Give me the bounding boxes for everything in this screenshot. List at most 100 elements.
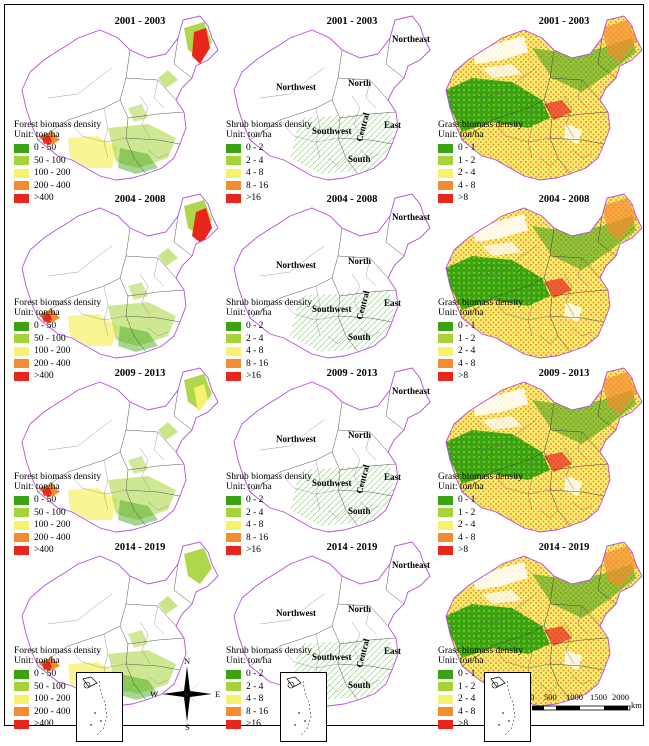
legend-swatch	[438, 508, 453, 518]
period-title: 2004 - 2008	[538, 194, 590, 205]
legend-swatch	[226, 682, 241, 692]
scale-tick-label: 1500	[590, 692, 607, 702]
legend-swatch	[14, 371, 29, 381]
legend-title: Shrub biomass density	[226, 472, 313, 482]
legend-title: Grass biomass density	[438, 472, 523, 482]
legend-unit: Unit: ton/ha	[438, 308, 484, 318]
legend-swatch	[438, 669, 453, 679]
legend-row: 4 - 8	[226, 519, 346, 532]
legend-row: 0 - 50	[14, 142, 134, 155]
legend-row: >16	[226, 544, 346, 557]
region-label-northeast: Northeast	[392, 212, 430, 222]
region-label-southwest: Southwest	[312, 652, 352, 662]
region-label-north: North	[348, 430, 371, 440]
forest-map-graphic	[21, 15, 219, 181]
legend-row: >8	[438, 370, 558, 383]
legend-swatch	[438, 156, 453, 166]
legend-label: >400	[34, 371, 54, 382]
period-title: 2004 - 2008	[326, 194, 378, 205]
region-label-north: North	[348, 604, 371, 614]
compass-w: W	[150, 689, 159, 699]
legend-swatch	[14, 495, 29, 505]
legend-swatch	[14, 533, 29, 543]
legend-row: 8 - 16	[226, 358, 346, 371]
legend-swatch	[14, 346, 29, 356]
shrub-map-graphic	[233, 193, 431, 359]
shrub-map-2014-2019: 2014 - 2019 Northeast Northwest North So…	[220, 534, 432, 742]
legend-row: 4 - 8	[226, 693, 346, 706]
inset-map-graphic	[490, 676, 516, 736]
region-label-southwest: Southwest	[312, 478, 352, 488]
shrub-map-2009-2013: 2009 - 2013 Northeast Northwest North So…	[220, 360, 432, 555]
legend-swatch	[226, 359, 241, 369]
scale-tick-label: 2000	[612, 692, 629, 702]
region-label-northeast: Northeast	[392, 386, 430, 396]
legend-row: >16	[226, 192, 346, 205]
legend-row: 2 - 4	[226, 333, 346, 346]
region-label-northwest: Northwest	[276, 260, 316, 270]
legend-swatch	[226, 495, 241, 505]
legend-swatch	[226, 181, 241, 191]
legend-swatch	[438, 168, 453, 178]
legend-swatch	[14, 707, 29, 717]
legend-label: 2 - 4	[246, 333, 264, 344]
grass-map-2009-2013: 2009 - 2013 Grass biomass density Unit: …	[432, 360, 644, 555]
region-label-south: South	[348, 332, 371, 342]
legend-row: 0 - 2	[226, 142, 346, 155]
legend-label: 4 - 8	[458, 180, 476, 191]
legend-row: 2 - 4	[438, 345, 558, 358]
legend-row: >400	[14, 544, 134, 557]
legend-row: 100 - 200	[14, 167, 134, 180]
legend-label: >8	[458, 545, 469, 556]
legend-swatch	[14, 334, 29, 344]
period-title: 2009 - 2013	[114, 368, 166, 379]
legend-label: 8 - 16	[246, 358, 269, 369]
legend-label: 0 - 2	[246, 143, 264, 154]
legend-row: 4 - 8	[438, 180, 558, 193]
legend-unit: Unit: ton/ha	[14, 482, 60, 492]
legend-label: 4 - 8	[458, 532, 476, 543]
region-label-northwest: Northwest	[276, 434, 316, 444]
legend-row: 200 - 400	[14, 532, 134, 545]
legend-label: 50 - 100	[34, 507, 66, 518]
legend-label: 4 - 8	[246, 168, 264, 179]
legend-swatch	[14, 156, 29, 166]
legend-row: 0 - 1	[438, 142, 558, 155]
legend-swatch	[226, 371, 241, 381]
grass-map-2001-2003: 2001 - 2003 Grass biomass density Unit: …	[432, 8, 644, 203]
legend-swatch	[14, 321, 29, 331]
legend-swatch	[438, 321, 453, 331]
legend-label: 0 - 1	[458, 321, 476, 332]
legend-label: 8 - 16	[246, 706, 269, 717]
legend-swatch	[438, 346, 453, 356]
legend-row: 4 - 8	[438, 532, 558, 545]
legend-label: 100 - 200	[34, 694, 71, 705]
shrub-legend: Shrub biomass density Unit: ton/ha 0 - 2…	[226, 120, 346, 205]
south-china-sea-inset	[76, 672, 123, 742]
grass-map-2014-2019: 2014 - 2019 Grass biomass density Unit: …	[432, 534, 644, 742]
legend-label: 0 - 50	[34, 321, 57, 332]
legend-row: 100 - 200	[14, 693, 134, 706]
legend-swatch	[438, 143, 453, 153]
legend-row: 200 - 400	[14, 706, 134, 719]
legend-swatch	[438, 520, 453, 530]
legend-row: 8 - 16	[226, 180, 346, 193]
legend-row: 0 - 1	[438, 668, 558, 681]
legend-label: 2 - 4	[246, 155, 264, 166]
legend-row: 50 - 100	[14, 681, 134, 694]
legend-unit: Unit: ton/ha	[226, 130, 272, 140]
legend-swatch	[14, 694, 29, 704]
legend-swatch	[438, 545, 453, 555]
legend-row: 4 - 8	[438, 706, 558, 719]
legend-label: 4 - 8	[458, 358, 476, 369]
legend-label: 2 - 4	[458, 168, 476, 179]
period-title: 2009 - 2013	[326, 368, 378, 379]
region-label-south: South	[348, 506, 371, 516]
legend-title: Forest biomass density	[14, 646, 102, 656]
compass-n: N	[184, 656, 191, 666]
legend-row: 0 - 2	[226, 494, 346, 507]
legend-label: 0 - 50	[34, 143, 57, 154]
grass-legend: Grass biomass density Unit: ton/ha 0 - 1…	[438, 298, 558, 383]
legend-label: >16	[246, 545, 261, 556]
legend-row: 1 - 2	[438, 507, 558, 520]
